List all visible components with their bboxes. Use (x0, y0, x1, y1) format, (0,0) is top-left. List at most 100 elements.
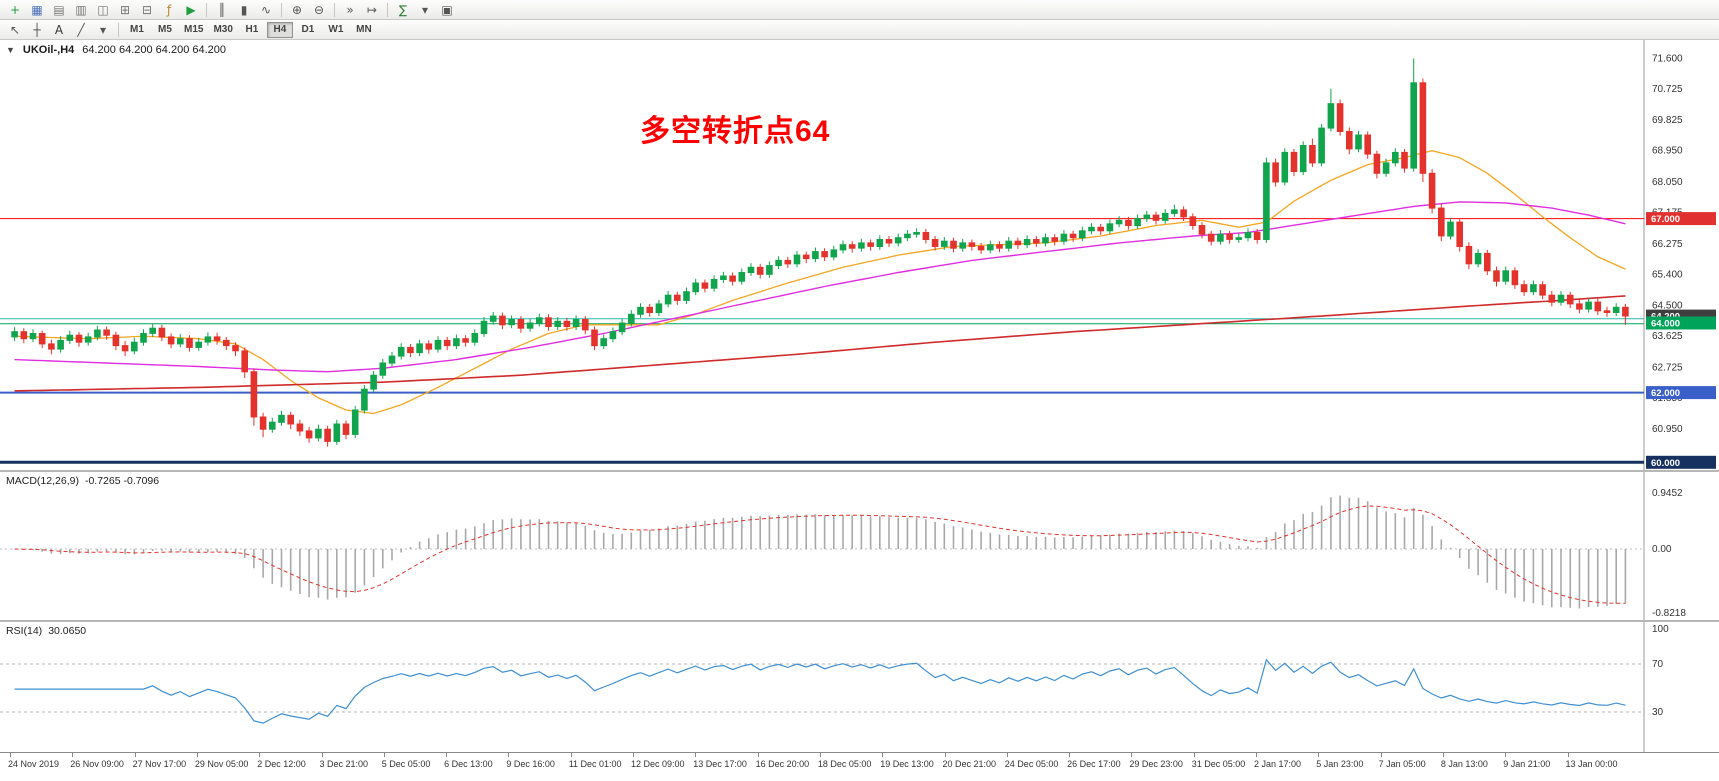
candle (94, 325, 101, 341)
time-axis-label: 27 Nov 17:00 (132, 759, 187, 769)
candle (802, 251, 810, 264)
price-axis-tick: 69.825 (1652, 115, 1683, 126)
macd-values: -0.7265 -0.7096 (84, 475, 160, 487)
candle (913, 228, 920, 238)
zoom-in-icon[interactable]: ⊕ (286, 1, 308, 19)
candle (1392, 148, 1399, 167)
indicators-icon[interactable]: ∑ (392, 1, 414, 19)
candle (259, 412, 267, 438)
candle (1484, 249, 1491, 275)
candle (710, 275, 718, 292)
toolbar-separator (387, 2, 388, 17)
timeframe-h1[interactable]: H1 (239, 22, 265, 38)
candle (397, 343, 405, 360)
macd-canvas[interactable]: 0.9452 0.00 -0.8218 (0, 472, 1719, 620)
time-axis-label: 26 Nov 09:00 (70, 759, 124, 769)
candle (1189, 213, 1197, 230)
candle (158, 324, 166, 342)
time-axis[interactable]: 24 Nov 2019 26 Nov 09:00 27 Nov 17:00 29 No… (0, 752, 1719, 781)
templates-icon[interactable]: ▣ (436, 1, 458, 19)
candle (1033, 236, 1040, 248)
auto-scroll-icon[interactable]: » (339, 1, 361, 19)
candle (738, 268, 746, 285)
candle (1023, 235, 1031, 249)
time-axis-label: 24 Nov 2019 (8, 759, 60, 769)
navigator-icon[interactable]: ◫ (92, 1, 114, 19)
candle (1217, 230, 1224, 245)
new-order-icon[interactable]: + (4, 1, 26, 19)
time-axis-label: 9 Jan 21:00 (1503, 759, 1551, 769)
rsi-indicator-panel[interactable]: 100 70 30 RSI(14) 30.0650 (0, 622, 1719, 752)
strategy-tester-icon[interactable]: ⊟ (136, 1, 158, 19)
cursor-icon[interactable]: ↖ (4, 21, 26, 39)
market-watch-icon[interactable]: ▥ (70, 1, 92, 19)
time-axis-tick (1567, 753, 1569, 757)
candle (977, 242, 985, 255)
chart-shift-icon[interactable]: ↦ (361, 1, 383, 19)
candle (471, 329, 479, 346)
candle (848, 241, 856, 253)
trendline-icon[interactable]: ╱ (70, 21, 92, 39)
candle (545, 314, 552, 331)
price-chart-canvas[interactable]: 71.60070.72569.82568.95068.05067.17566.2… (0, 40, 1719, 470)
timeframe-m1[interactable]: M1 (124, 22, 150, 38)
line-chart-icon[interactable]: ∿ (255, 1, 277, 19)
time-axis-tick (695, 753, 697, 757)
candle (591, 326, 598, 351)
svg-text:64.000: 64.000 (1651, 319, 1680, 330)
timeframe-m30[interactable]: M30 (209, 22, 236, 38)
candle (1290, 149, 1298, 177)
terminal-icon[interactable]: ⊞ (114, 1, 136, 19)
candle (370, 371, 377, 393)
candle (1336, 99, 1344, 136)
candlestick-chart-icon[interactable]: ▮ (233, 1, 255, 19)
candle (793, 251, 801, 268)
candle (103, 326, 110, 340)
time-axis-label: 13 Jan 00:00 (1565, 759, 1618, 769)
timeframe-d1[interactable]: D1 (295, 22, 321, 38)
new-chart-icon[interactable]: ▦ (26, 1, 48, 19)
macd-axis-label: -0.8218 (1652, 608, 1686, 619)
zoom-out-icon[interactable]: ⊖ (308, 1, 330, 19)
candle (1198, 222, 1206, 239)
metaeditor-icon[interactable]: ƒ (158, 1, 180, 19)
candle (232, 342, 239, 357)
periods-dropdown-icon[interactable]: ▾ (414, 1, 436, 19)
chart-header: ▼ UKOil-,H4 64.200 64.200 64.200 64.200 (6, 44, 226, 56)
crosshair-icon[interactable]: ┼ (26, 21, 48, 39)
panel-separator[interactable] (0, 620, 1719, 622)
candle (250, 368, 258, 426)
time-axis-tick (446, 753, 448, 757)
time-axis-label: 2 Jan 17:00 (1254, 759, 1302, 769)
quotes-collapse-icon[interactable]: ▼ (6, 45, 15, 55)
chart-profiles-icon[interactable]: ▤ (48, 1, 70, 19)
bar-chart-icon[interactable]: ║ (211, 1, 233, 19)
candle (241, 347, 248, 378)
candle (683, 287, 690, 304)
timeframe-m5[interactable]: M5 (152, 22, 178, 38)
candle (517, 316, 525, 333)
macd-label: MACD(12,26,9) (6, 475, 79, 487)
text-label-icon[interactable]: A (48, 21, 70, 39)
candle (1134, 214, 1141, 229)
autotrading-icon[interactable]: ▶ (180, 1, 202, 19)
time-axis-tick (1318, 753, 1320, 757)
macd-axis-label: 0.00 (1652, 544, 1672, 555)
candle (867, 239, 874, 251)
rsi-axis-label: 70 (1652, 659, 1664, 670)
macd-indicator-panel[interactable]: 0.9452 0.00 -0.8218 MACD(12,26,9) -0.7265 -… (0, 472, 1719, 620)
timeframe-w1[interactable]: W1 (323, 22, 349, 38)
ma-fast-line (14, 150, 1626, 415)
time-axis-tick (1006, 753, 1008, 757)
drawing-tools-dropdown-icon[interactable]: ▾ (92, 21, 114, 39)
timeframe-h4[interactable]: H4 (266, 21, 293, 38)
rsi-canvas[interactable]: 100 70 30 (0, 622, 1719, 752)
price-chart-panel[interactable]: 71.60070.72569.82568.95068.05067.17566.2… (0, 40, 1719, 470)
ma-slow-line (14, 295, 1626, 392)
panel-separator[interactable] (0, 470, 1719, 472)
timeframe-mn[interactable]: MN (351, 22, 377, 38)
timeframe-m15[interactable]: M15 (180, 22, 207, 38)
chart-annotation-text[interactable]: 多空转折点64 (640, 115, 831, 148)
candle (66, 330, 74, 344)
candle (572, 315, 580, 330)
